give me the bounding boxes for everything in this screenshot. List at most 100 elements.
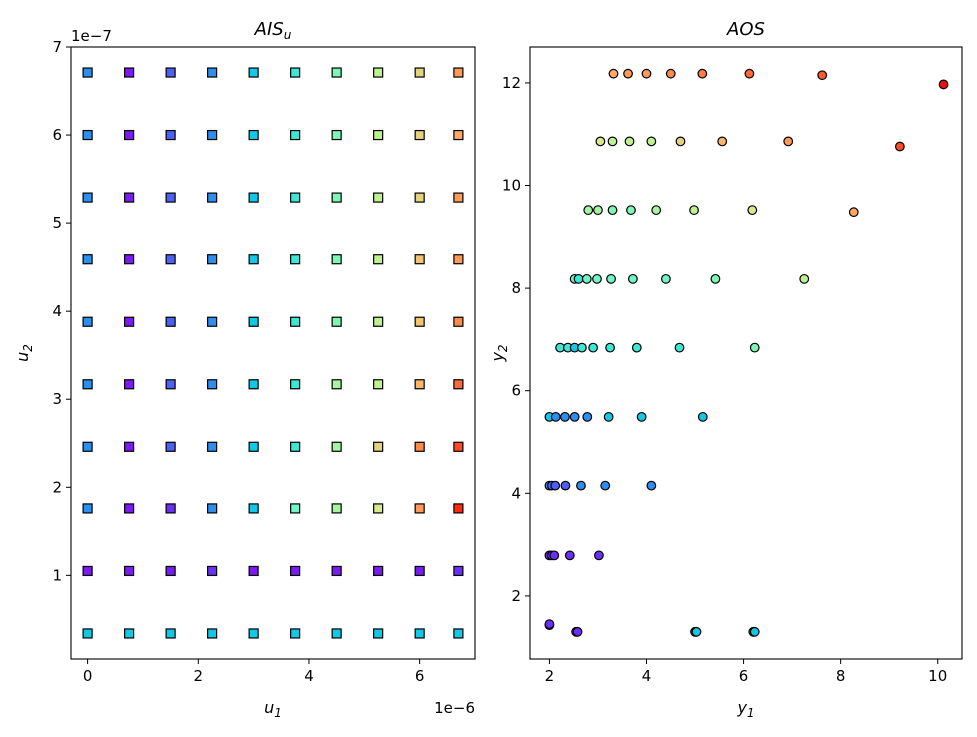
data-point xyxy=(414,129,425,141)
y-tick-label: 5 xyxy=(52,214,62,232)
data-point xyxy=(628,273,638,284)
data-point xyxy=(717,136,728,147)
data-point xyxy=(124,503,135,514)
data-point xyxy=(592,273,602,284)
data-point xyxy=(414,379,425,390)
data-point xyxy=(608,68,619,79)
data-point xyxy=(165,67,176,78)
data-point xyxy=(675,136,686,147)
data-point xyxy=(82,254,93,265)
data-point xyxy=(165,565,176,577)
data-point xyxy=(646,480,657,491)
data-point xyxy=(373,379,384,390)
y-axis-label: u2 xyxy=(13,344,35,362)
y-tick-label: 12 xyxy=(502,74,521,92)
data-point xyxy=(691,626,702,637)
x-offset-text: 1e−6 xyxy=(434,699,475,717)
x-tick-label: 4 xyxy=(642,667,652,685)
y-axis-label: y2 xyxy=(488,344,510,362)
data-point xyxy=(560,480,571,491)
y-tick-label: 1 xyxy=(52,566,62,584)
x-tick-label: 2 xyxy=(545,667,555,685)
y-tick-label: 4 xyxy=(52,302,62,320)
data-point xyxy=(248,503,259,514)
data-point xyxy=(414,192,425,203)
data-point xyxy=(82,316,93,327)
data-point xyxy=(207,254,218,265)
data-point xyxy=(373,254,384,265)
data-point xyxy=(626,205,636,216)
data-point xyxy=(82,379,93,390)
data-point xyxy=(165,503,176,514)
data-point xyxy=(569,411,580,422)
x-tick-label: 6 xyxy=(415,667,425,685)
data-point xyxy=(550,480,561,491)
x-axis-label: y1 xyxy=(736,698,754,720)
data-point xyxy=(331,628,342,639)
data-point xyxy=(124,254,135,265)
data-point xyxy=(331,192,342,203)
data-point xyxy=(560,411,570,422)
data-point xyxy=(290,379,301,390)
data-point xyxy=(595,136,606,147)
data-point xyxy=(331,565,342,577)
y-tick-label: 3 xyxy=(52,390,62,408)
data-point xyxy=(564,550,575,561)
data-point xyxy=(453,379,464,390)
x-axis-label: u1 xyxy=(264,698,282,720)
data-point xyxy=(373,503,384,514)
data-point xyxy=(665,68,676,79)
data-point xyxy=(82,67,93,78)
data-point xyxy=(661,273,671,284)
data-point xyxy=(689,205,699,216)
y-tick-label: 2 xyxy=(511,587,521,605)
data-point xyxy=(710,273,721,284)
data-point xyxy=(593,205,603,216)
data-point xyxy=(606,273,616,284)
data-point xyxy=(248,628,259,639)
y-tick-label: 10 xyxy=(502,177,521,195)
data-point xyxy=(82,628,93,639)
data-point xyxy=(290,503,301,514)
data-point xyxy=(331,254,342,265)
data-point xyxy=(124,192,135,203)
data-point xyxy=(248,254,259,265)
data-point xyxy=(124,379,135,390)
plot-frame xyxy=(70,46,476,660)
data-point xyxy=(607,205,618,216)
x-tick-label: 8 xyxy=(836,667,846,685)
data-point xyxy=(373,192,384,203)
data-point xyxy=(331,503,342,514)
data-point xyxy=(624,136,635,147)
data-point xyxy=(331,67,342,78)
data-point xyxy=(290,254,301,265)
data-point xyxy=(641,68,652,79)
data-point xyxy=(290,565,301,577)
data-point xyxy=(248,316,259,327)
y-tick-label: 6 xyxy=(511,382,521,400)
data-point xyxy=(783,136,794,147)
data-point xyxy=(799,273,810,284)
data-point xyxy=(331,316,342,327)
plot-frame xyxy=(529,46,963,660)
data-point xyxy=(373,67,384,78)
data-point xyxy=(414,628,425,639)
data-point xyxy=(576,480,586,491)
data-point xyxy=(697,411,708,422)
data-point xyxy=(165,129,176,141)
data-point xyxy=(453,565,464,577)
data-point xyxy=(607,136,618,147)
data-point xyxy=(207,67,218,78)
data-point xyxy=(82,192,93,203)
data-point xyxy=(165,192,176,203)
x-tick-label: 10 xyxy=(928,667,947,685)
data-point xyxy=(373,628,384,639)
data-point xyxy=(550,411,561,422)
data-point xyxy=(744,68,755,79)
data-point xyxy=(373,129,384,141)
data-point xyxy=(124,441,135,452)
data-point xyxy=(636,411,647,422)
data-point xyxy=(248,67,259,78)
data-point xyxy=(749,626,760,637)
